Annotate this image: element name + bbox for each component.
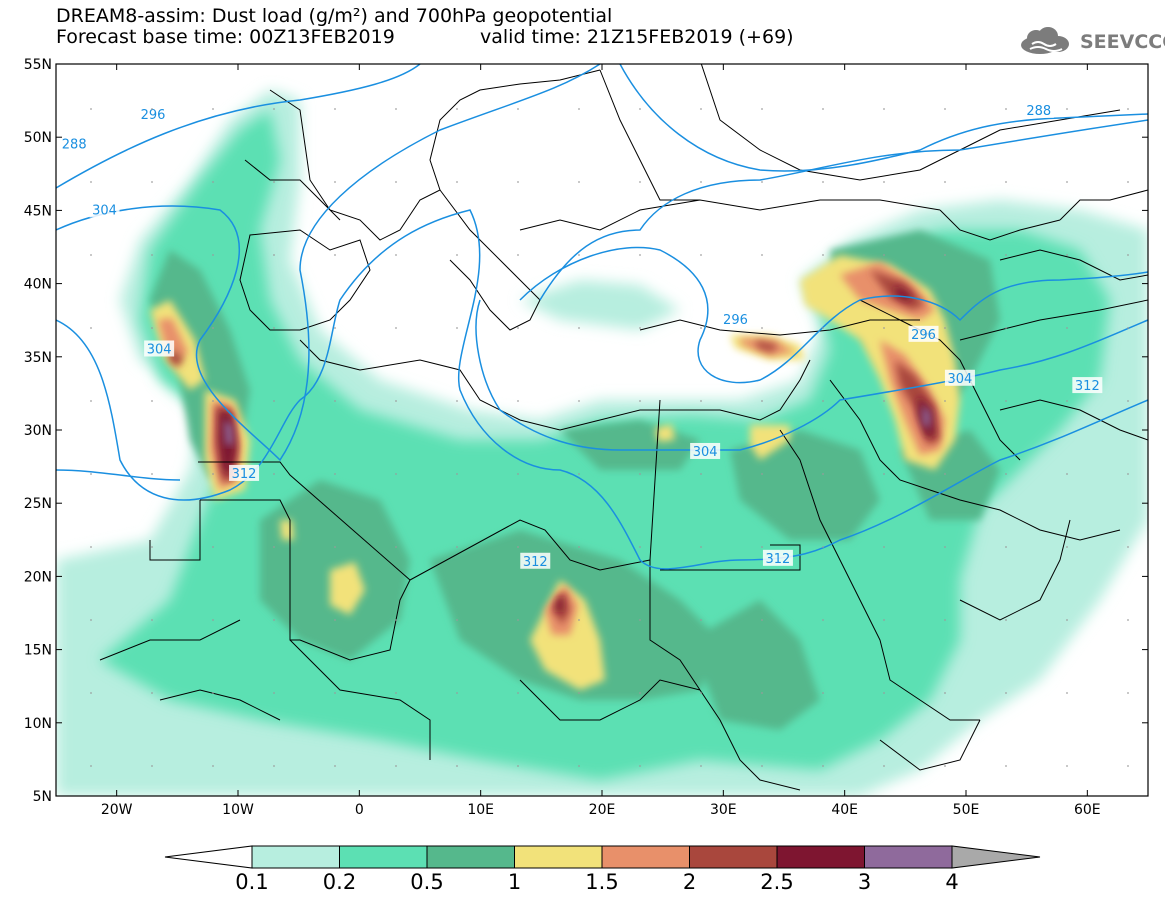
axis-ticks: 55N 50N 45N 40N 35N 30N 25N 20N 15N 10N 5N 20W 10W 0 1… xyxy=(24,57,1148,818)
colorbar-level-label: 1 xyxy=(507,870,522,894)
lon-label: 0 xyxy=(355,802,364,818)
logo-text: SEEVCCC xyxy=(1080,31,1165,53)
lat-label: 40N xyxy=(24,277,52,293)
grid-dots xyxy=(56,64,1148,796)
lat-label: 15N xyxy=(24,643,52,659)
colorbar-segment xyxy=(601,845,690,869)
colorbar-level-label: 0.5 xyxy=(410,870,444,894)
lat-label: 20N xyxy=(24,569,52,585)
colorbar-level-label: 0.2 xyxy=(322,870,357,894)
lat-label: 45N xyxy=(24,203,52,219)
seevccc-logo-icon xyxy=(1021,27,1069,54)
colorbar xyxy=(164,845,1041,869)
lat-label: 10N xyxy=(24,716,52,732)
colorbar-segment xyxy=(339,845,428,869)
colorbar-level-label: 1.5 xyxy=(585,870,619,894)
colorbar-segment xyxy=(514,845,603,869)
colorbar-level-label: 3 xyxy=(857,870,872,894)
colorbar-level-label: 4 xyxy=(945,870,959,894)
lat-label: 5N xyxy=(33,789,52,805)
colorbar-level-label: 2.5 xyxy=(760,870,794,894)
forecast-base-time: Forecast base time: 00Z13FEB2019 xyxy=(56,26,395,48)
colorbar-segment xyxy=(251,845,340,869)
lat-label: 35N xyxy=(24,350,52,366)
lon-label: 20E xyxy=(589,802,616,818)
dust-map: 288296304304312296296304304312312312288 … xyxy=(24,57,1149,818)
lon-label: 30E xyxy=(710,802,737,818)
valid-time: valid time: 21Z15FEB2019 (+69) xyxy=(480,26,794,48)
lat-label: 30N xyxy=(24,423,52,439)
lon-label: 50E xyxy=(953,802,980,818)
colorbar-segment xyxy=(864,845,953,869)
colorbar-level-label: 2 xyxy=(682,870,697,894)
lat-label: 25N xyxy=(24,496,52,512)
colorbar-under-triangle xyxy=(164,845,253,869)
lon-label: 60E xyxy=(1074,802,1101,818)
lon-label: 20W xyxy=(101,802,133,818)
lat-label: 55N xyxy=(24,57,52,73)
map-title: DREAM8-assim: Dust load (g/m²) and 700hP… xyxy=(56,5,613,27)
colorbar-segment xyxy=(689,845,778,869)
colorbar-level-label: 0.1 xyxy=(235,870,269,894)
colorbar-segment xyxy=(776,845,865,869)
lon-label: 10E xyxy=(467,802,494,818)
lon-label: 10W xyxy=(222,802,254,818)
colorbar-over-triangle xyxy=(951,845,1041,869)
lat-label: 50N xyxy=(24,130,52,146)
lon-label: 40E xyxy=(831,802,858,818)
colorbar-segment xyxy=(426,845,515,869)
